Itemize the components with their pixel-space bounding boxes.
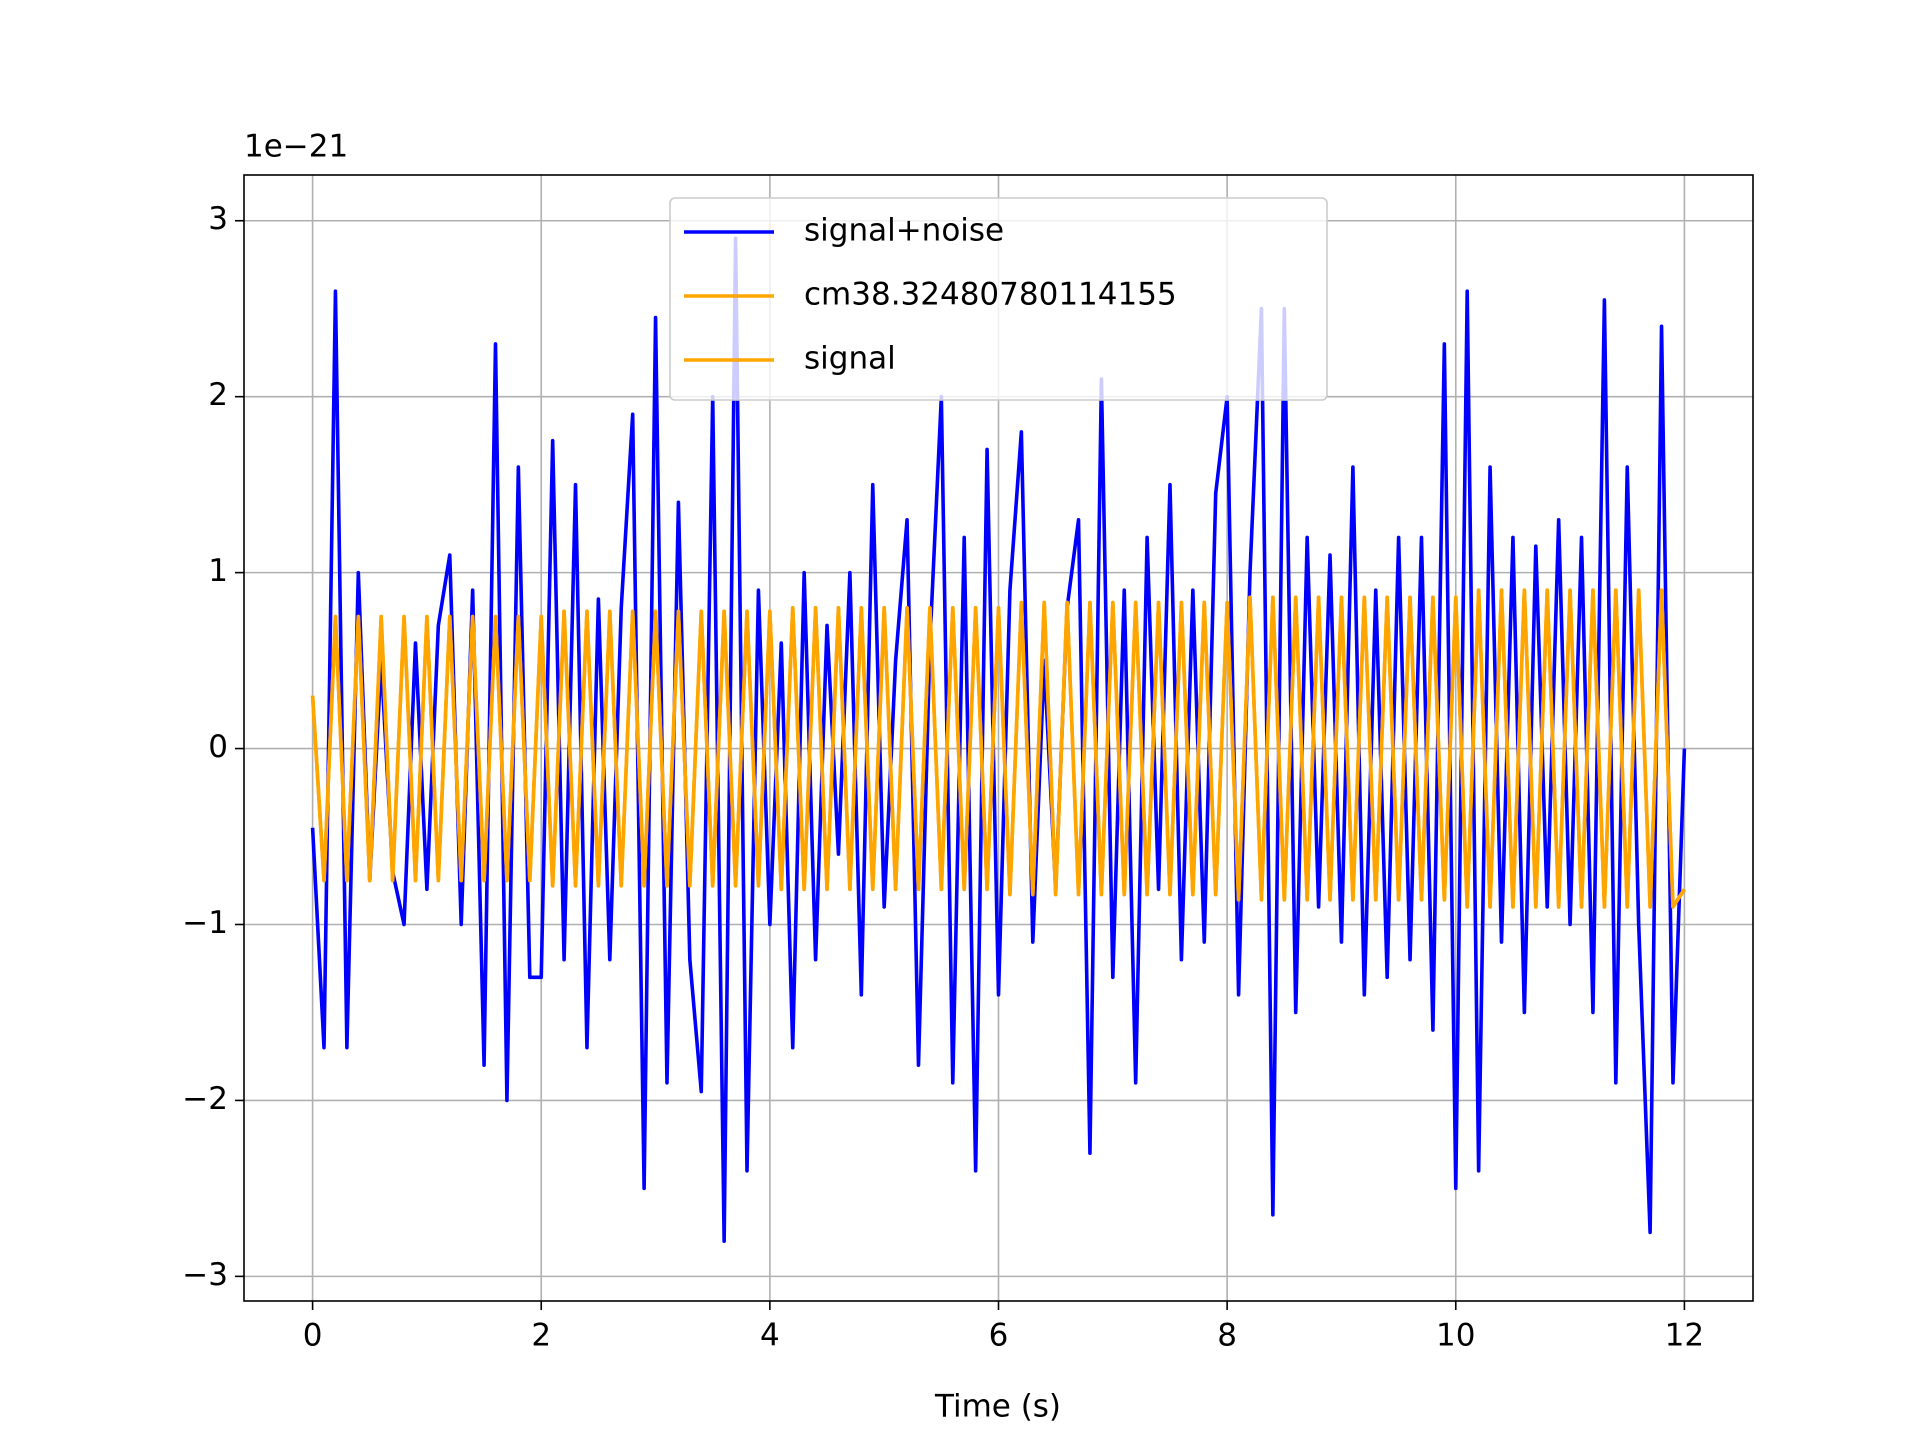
x-tick-label: 4	[760, 1318, 780, 1354]
series-line	[310, 588, 1686, 909]
plot-lines	[310, 236, 1687, 1243]
x-tick-label: 12	[1665, 1318, 1704, 1354]
x-tick-label: 6	[989, 1318, 1009, 1354]
x-tick-label: 8	[1217, 1318, 1237, 1354]
y-tick-label: 3	[208, 201, 228, 237]
legend-label: signal	[804, 341, 896, 377]
y-tick-label: 1	[208, 553, 228, 589]
y-offset-text: 1e−21	[244, 129, 348, 165]
legend-box	[669, 197, 1328, 401]
y-tick-label: −1	[182, 905, 228, 941]
y-tick-label: −2	[182, 1081, 228, 1117]
legend: signal+noise cm38.32480780114155 signal	[669, 197, 1328, 401]
legend-label: signal+noise	[804, 213, 1004, 249]
x-tick-label: 2	[531, 1318, 551, 1354]
y-tick-label: 2	[208, 377, 228, 413]
legend-label: cm38.32480780114155	[804, 277, 1177, 313]
x-tick-label: 10	[1436, 1318, 1475, 1354]
series-line	[310, 236, 1687, 1243]
y-tick-label: 0	[208, 729, 228, 765]
x-tick-label: 0	[303, 1318, 323, 1354]
y-tick-label: −3	[182, 1257, 228, 1293]
x-axis-label: Time (s)	[934, 1389, 1061, 1425]
